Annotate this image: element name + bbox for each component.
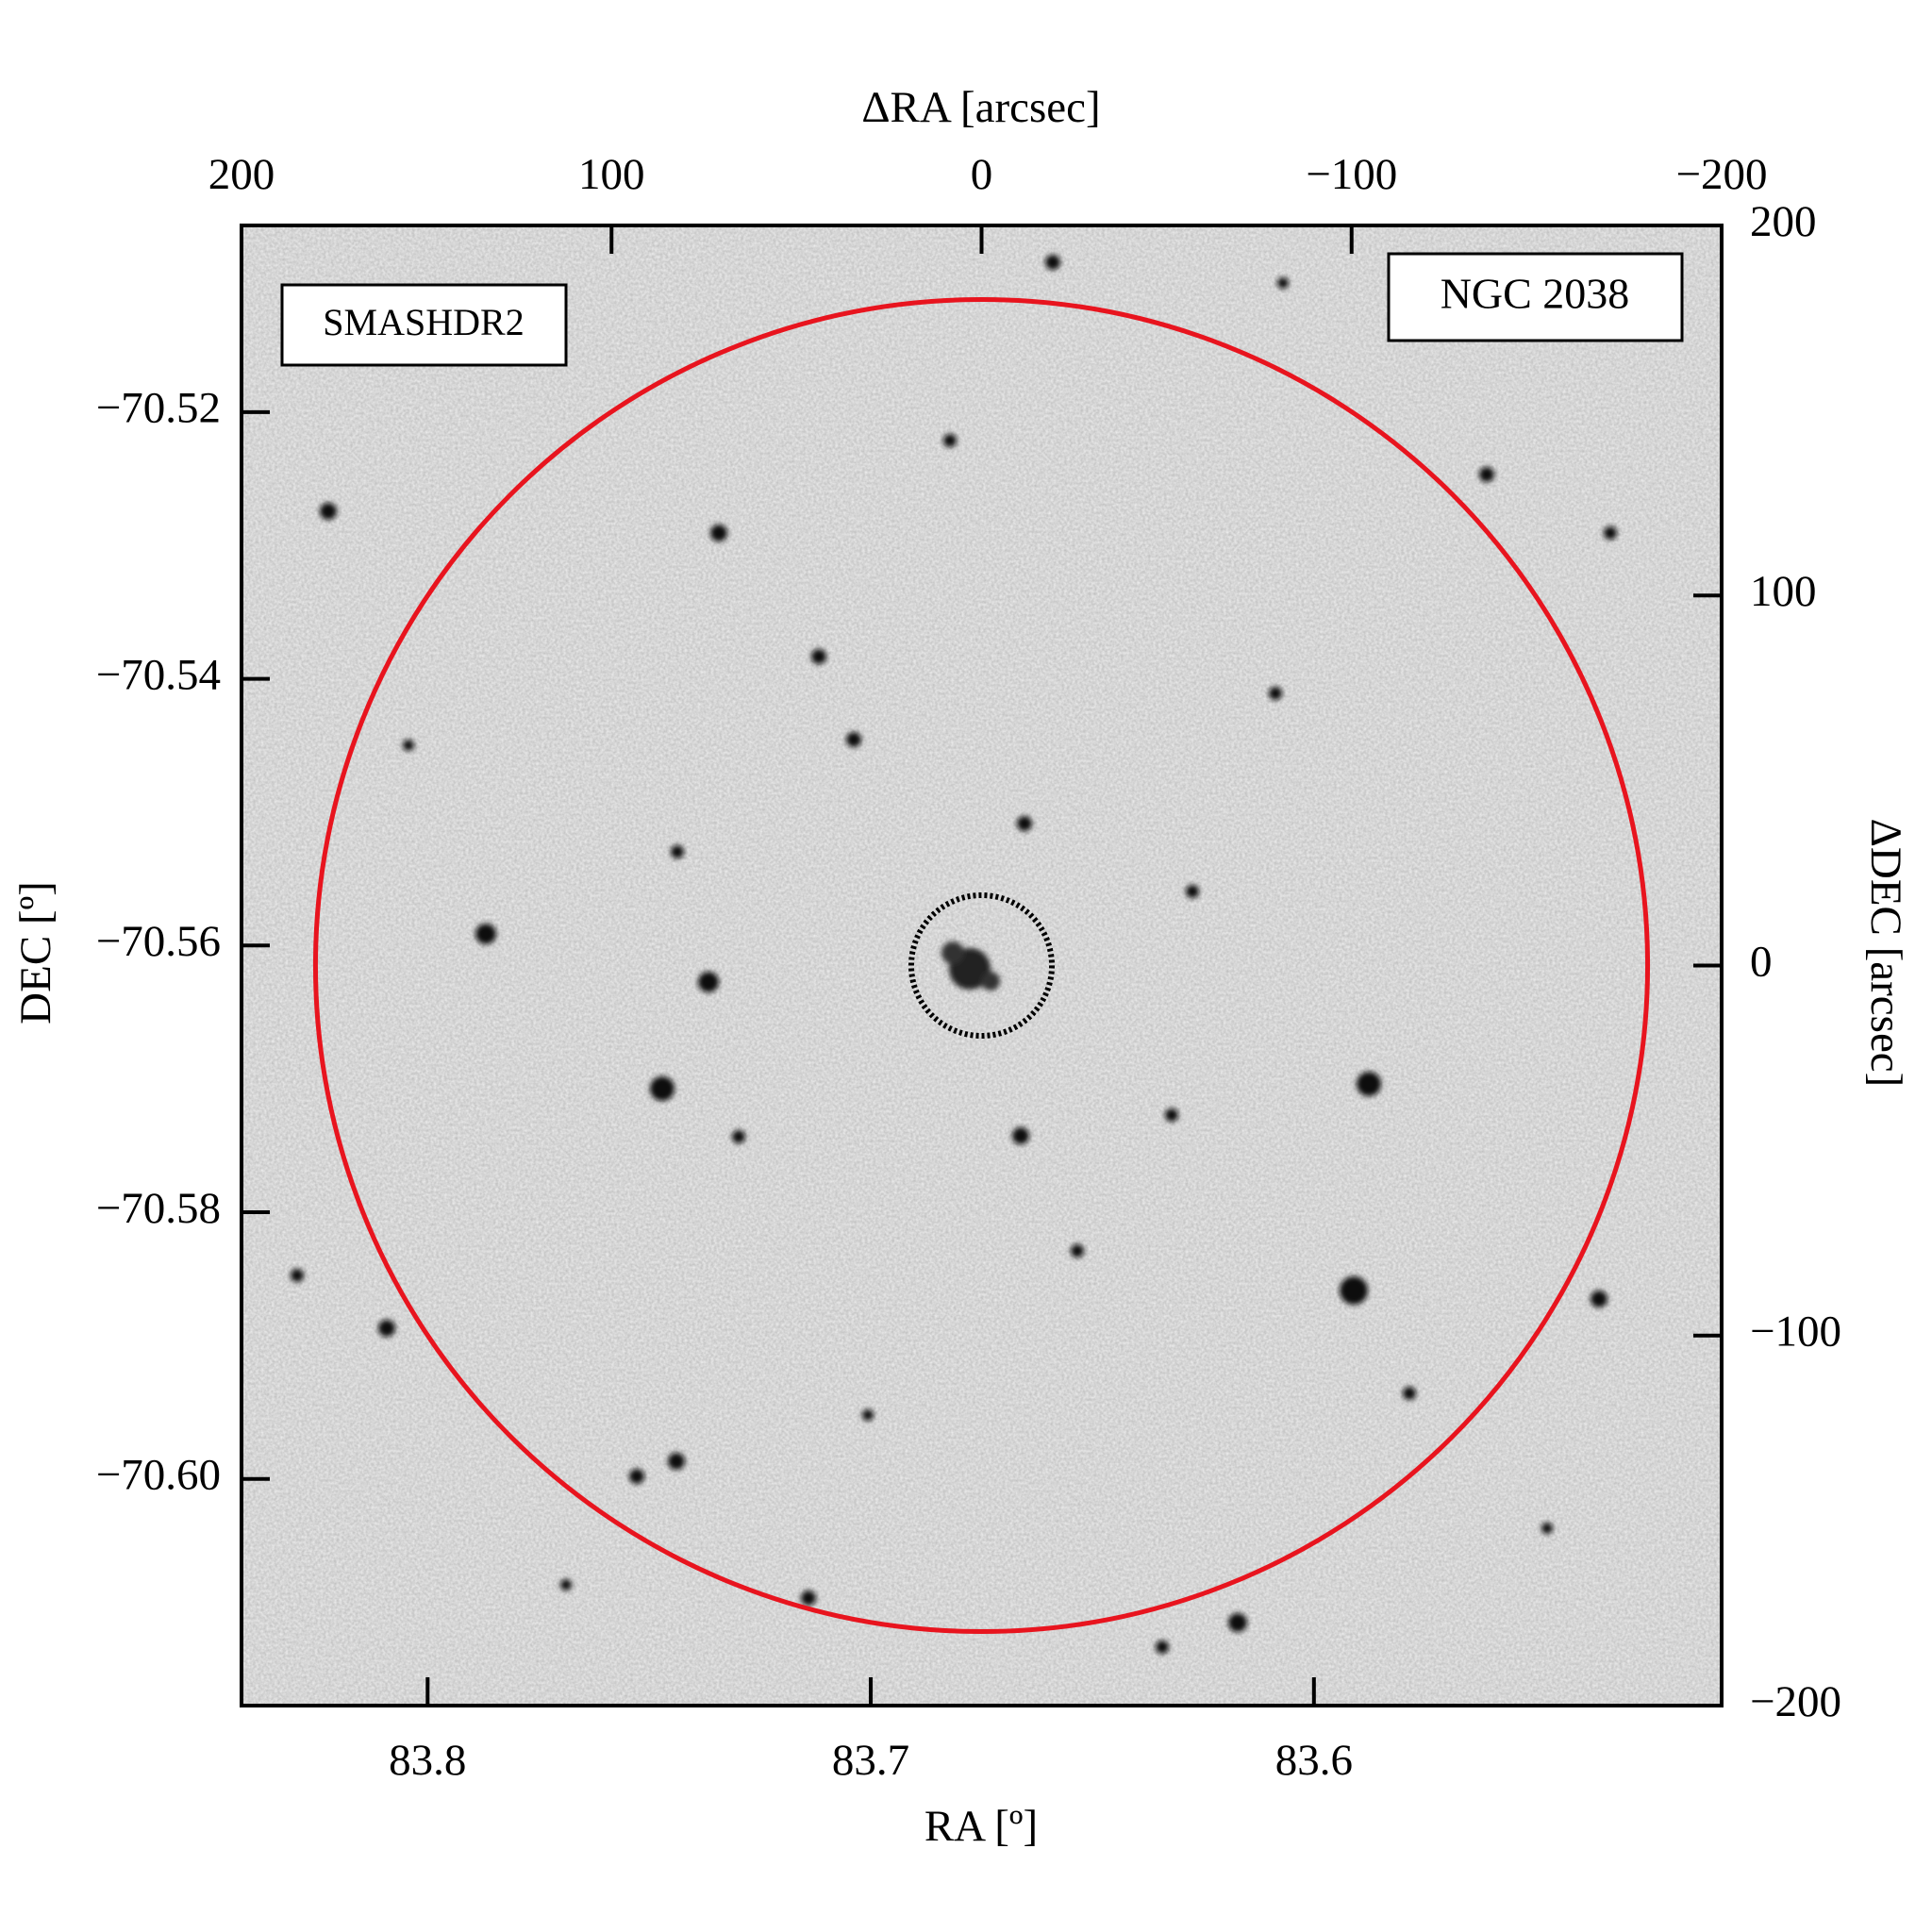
cluster-label: NGC 2038: [1441, 270, 1630, 318]
sky-image: [242, 225, 1722, 1706]
tick-label: 0: [1750, 937, 1773, 986]
tick-label: −200: [1675, 150, 1767, 199]
stars: [291, 255, 1617, 1654]
bottom-axis-label: RA [º]: [924, 1802, 1038, 1851]
left-axis-label: DEC [º]: [11, 881, 60, 1024]
tick-label: 100: [1750, 567, 1817, 616]
top-axis-label: ΔRA [arcsec]: [861, 83, 1100, 132]
tick-label: 83.8: [389, 1736, 466, 1785]
survey-label: SMASHDR2: [323, 301, 524, 343]
tick-label: 0: [971, 150, 993, 199]
tick-label: −70.52: [96, 384, 221, 433]
tick-label: 200: [1750, 197, 1817, 246]
aperture-circle: [908, 891, 1056, 1040]
aperture-circle: [312, 296, 1651, 1635]
tick-label: 100: [578, 150, 645, 199]
tick-label: −70.54: [96, 650, 221, 699]
cluster-label-box: [1387, 252, 1684, 342]
right-axis-label: ΔDEC [arcsec]: [1861, 819, 1910, 1088]
tick-label: −70.60: [96, 1450, 221, 1499]
tick-label: 200: [208, 150, 275, 199]
tick-label: −70.56: [96, 917, 221, 966]
survey-label-box: [280, 283, 568, 367]
tick-label: −100: [1306, 150, 1397, 199]
tick-label: −100: [1750, 1307, 1841, 1357]
tick-label: 83.6: [1275, 1736, 1353, 1785]
tick-label: −70.58: [96, 1184, 221, 1233]
tick-label: 83.7: [832, 1736, 909, 1785]
tick-label: −200: [1750, 1677, 1841, 1726]
